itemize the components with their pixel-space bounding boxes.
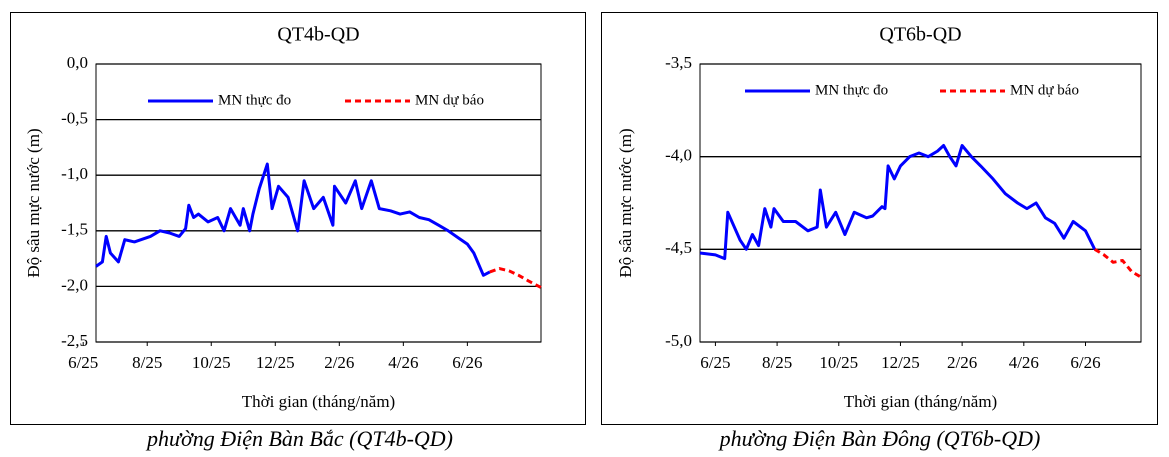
y-tick-label: -2,5 xyxy=(61,331,88,350)
legend-label: MN dự báo xyxy=(415,92,484,108)
x-axis-title: Thời gian (tháng/năm) xyxy=(844,392,997,411)
data-line xyxy=(489,267,542,289)
x-tick-label: 4/26 xyxy=(388,353,418,372)
panel-frame xyxy=(601,12,1158,425)
x-tick-label: 12/25 xyxy=(881,353,920,372)
y-tick-label: -4,5 xyxy=(665,238,692,257)
y-tick-label: -4,0 xyxy=(665,146,692,165)
x-tick-label: 12/25 xyxy=(256,353,295,372)
data-line xyxy=(699,144,1097,261)
legend-label: MN thực đo xyxy=(815,82,888,98)
chart-title: QT4b-QD xyxy=(277,24,359,46)
chart-title: QT6b-QD xyxy=(879,24,961,46)
panel-frame xyxy=(10,12,586,425)
caption: phường Điện Bàn Đông (QT6b-QD) xyxy=(718,426,1041,451)
y-tick-label: -1,5 xyxy=(61,220,88,239)
plot-area xyxy=(699,63,1142,343)
x-tick-label: 10/25 xyxy=(819,353,858,372)
x-tick-label: 8/25 xyxy=(132,353,162,372)
data-line xyxy=(1093,248,1142,279)
x-tick-label: 2/26 xyxy=(947,353,977,372)
y-tick-label: -0,5 xyxy=(61,109,88,128)
x-tick-label: 2/26 xyxy=(324,353,354,372)
data-line xyxy=(95,162,491,277)
y-tick-label: -5,0 xyxy=(665,331,692,350)
legend-label: MN dự báo xyxy=(1010,82,1079,98)
y-tick-label: -1,0 xyxy=(61,164,88,183)
y-axis-title: Độ sâu mực nước (m) xyxy=(616,128,635,277)
x-tick-label: 6/26 xyxy=(452,353,482,372)
x-axis-title: Thời gian (tháng/năm) xyxy=(242,392,395,411)
legend-label: MN thực đo xyxy=(218,92,291,108)
x-tick-label: 6/26 xyxy=(1070,353,1100,372)
caption: phường Điện Bàn Bắc (QT4b-QD) xyxy=(145,426,453,451)
x-tick-label: 6/25 xyxy=(700,353,730,372)
x-tick-label: 10/25 xyxy=(192,353,231,372)
y-tick-label: -2,0 xyxy=(61,275,88,294)
x-tick-label: 8/25 xyxy=(762,353,792,372)
y-tick-label: 0,0 xyxy=(67,53,88,72)
y-axis-title: Độ sâu mực nước (m) xyxy=(24,128,43,277)
x-tick-label: 4/26 xyxy=(1009,353,1039,372)
y-tick-label: -3,5 xyxy=(665,53,692,72)
x-tick-label: 6/25 xyxy=(68,353,98,372)
